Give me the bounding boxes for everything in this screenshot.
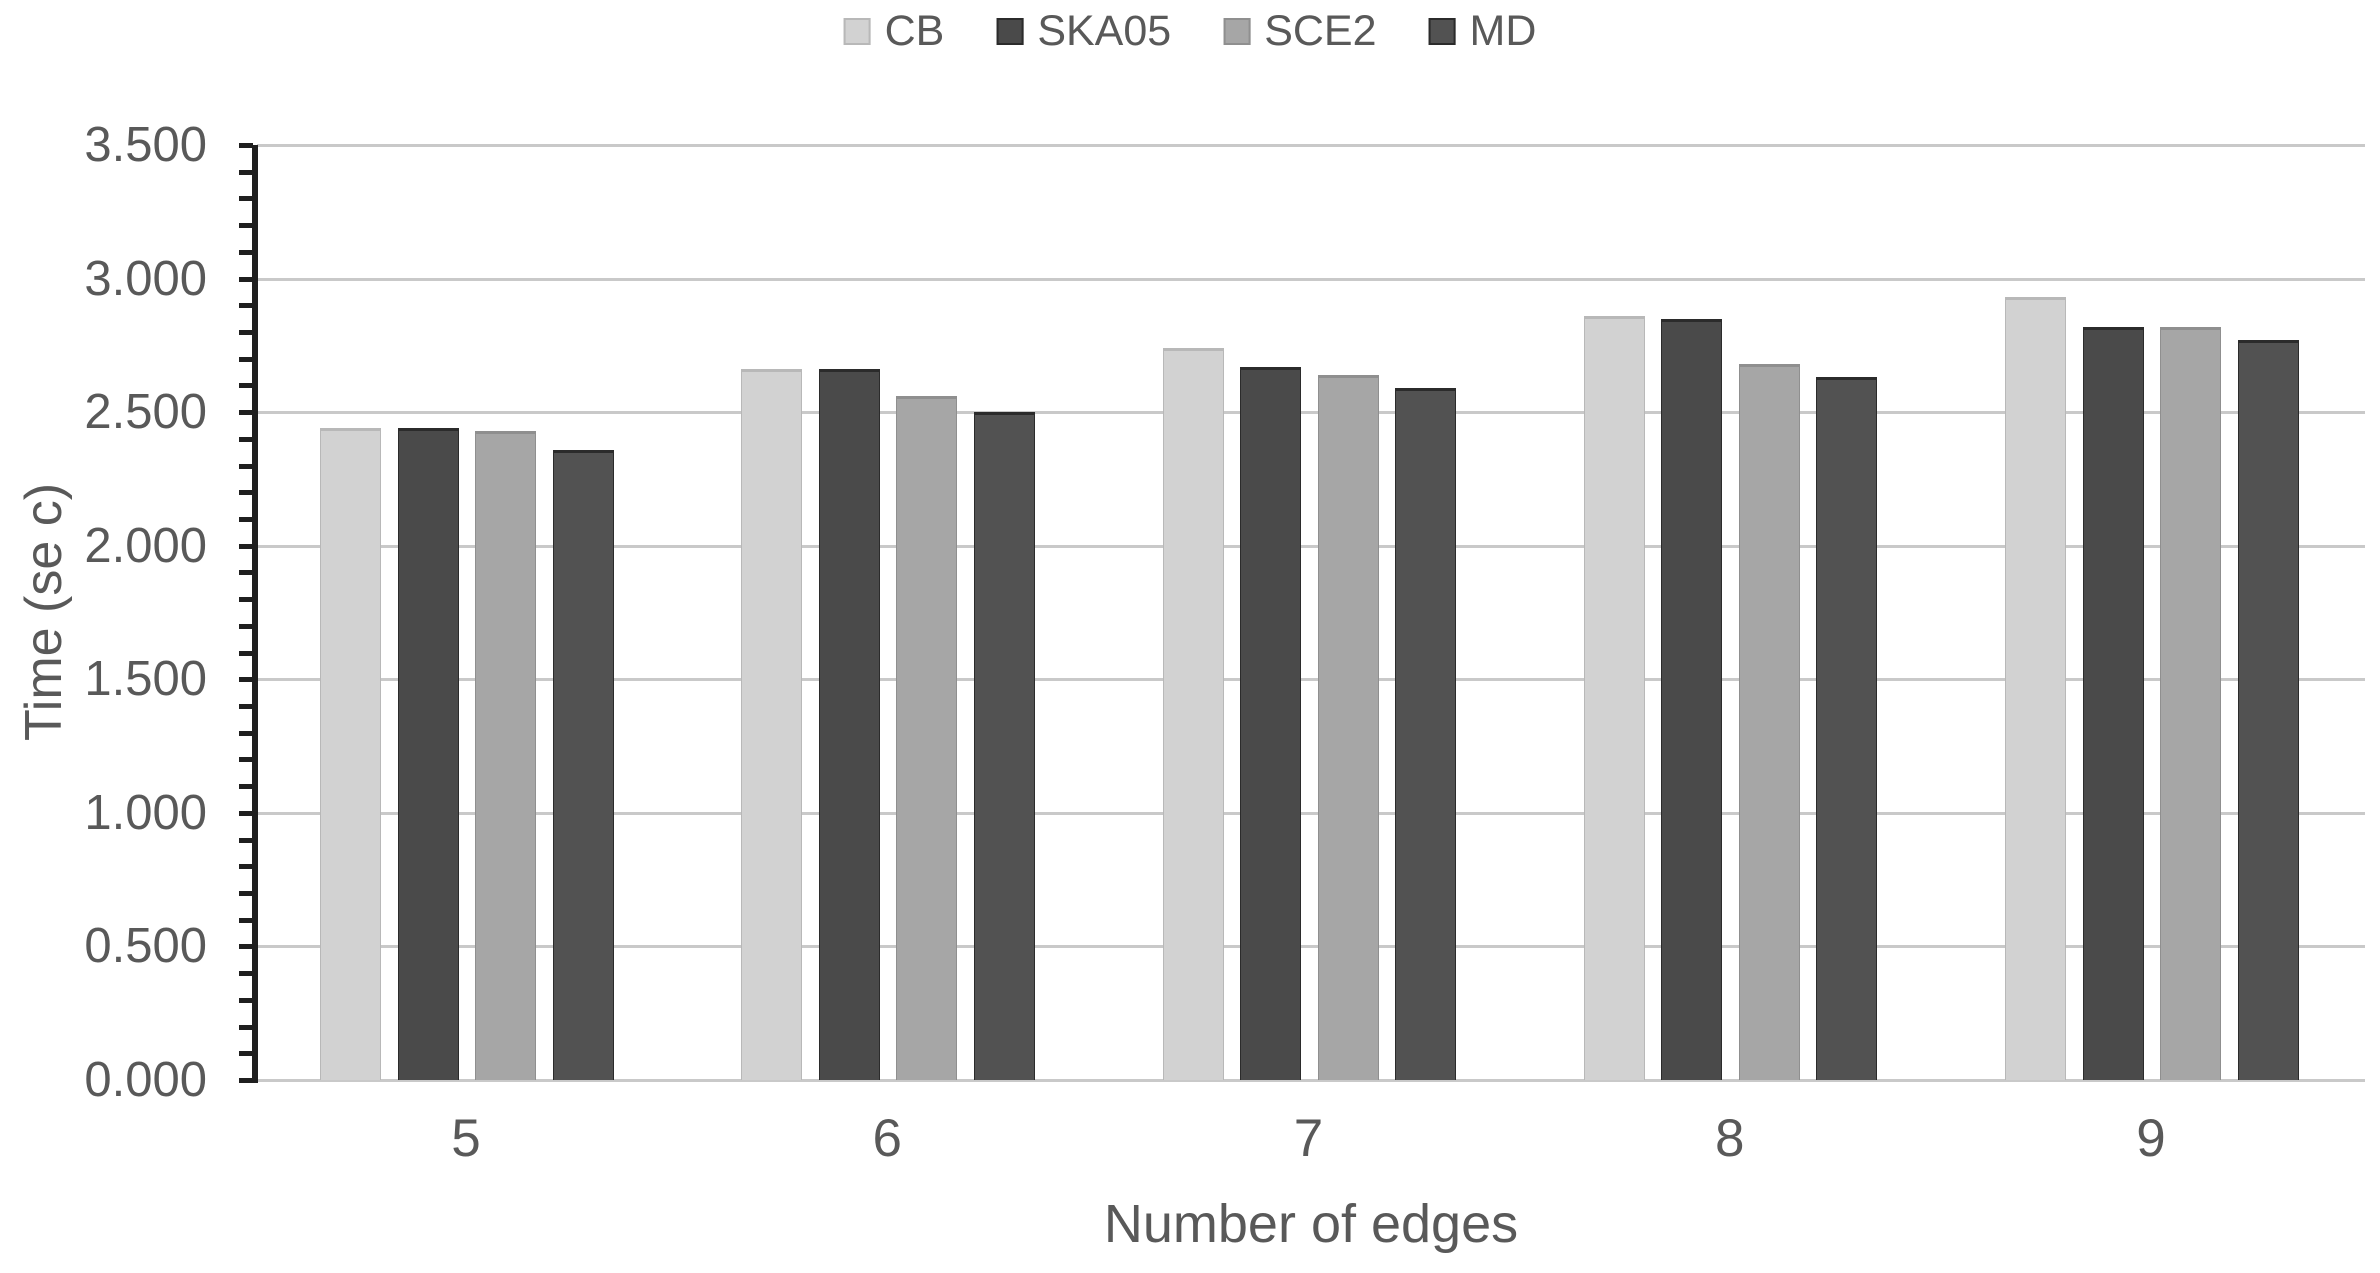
legend-label: CB [884,7,945,55]
x-category-label: 5 [451,1109,481,1168]
legend-swatch-icon [1223,18,1251,45]
legend-label: SKA05 [1037,7,1172,55]
y-axis-tick [239,410,253,416]
y-axis-tick [239,196,253,202]
bar-CB-edges-6 [741,369,803,1080]
x-axis-title: Number of edges [1103,1194,1519,1254]
y-axis-tick [239,223,253,229]
y-axis-tick [239,169,253,175]
bar-SKA05-edges-8 [1661,318,1723,1080]
y-axis-tick [239,757,253,763]
y-axis-tick [239,1024,253,1030]
y-axis-tick [239,650,253,656]
y-axis-tick [239,944,253,950]
bar-SKA05-edges-7 [1240,366,1301,1080]
y-tick-label: 3.000 [84,251,207,306]
bar-CB-edges-5 [320,428,381,1080]
y-axis-tick [239,704,253,709]
y-axis-tick [239,276,253,282]
y-axis-tick [239,1051,253,1057]
y-axis-tick [239,330,253,335]
y-axis-tick [239,997,253,1003]
y-axis-tick [239,1078,253,1083]
gridline [257,144,2365,147]
bar-SKA05-edges-9 [2082,326,2144,1080]
bar-CB-edges-7 [1162,348,1224,1080]
y-axis-tick [239,383,253,389]
legend-label: MD [1469,7,1537,55]
y-axis-tick [239,623,253,629]
bar-MD-edges-6 [973,412,1035,1080]
x-category-label: 6 [872,1109,902,1168]
y-axis-tick [239,249,253,255]
bar-MD-edges-5 [552,449,614,1080]
x-category-label: 8 [1715,1109,1745,1168]
legend-label: SCE2 [1264,7,1377,55]
chart-legend: CB SKA05 SCE2 MD [843,7,1537,55]
y-axis-tick [239,784,253,790]
bar-MD-edges-7 [1395,388,1456,1080]
y-axis-tick [239,730,253,736]
bar-SCE2-edges-7 [1317,374,1379,1080]
y-axis-tick [239,463,253,469]
bar-SCE2-edges-8 [1738,364,1800,1080]
legend-item-SCE2: SCE2 [1223,7,1377,55]
y-axis-tick [239,810,253,816]
y-tick-label: 2.000 [84,518,207,573]
bar-SKA05-edges-6 [818,369,880,1080]
legend-item-SKA05: SKA05 [996,10,1171,53]
bar-CB-edges-8 [1583,315,1645,1080]
bar-SCE2-edges-5 [475,430,536,1080]
y-axis-tick [239,303,253,309]
y-tick-label: 2.500 [84,385,207,440]
gridline [257,544,2365,548]
bar-CB-edges-9 [2005,297,2066,1080]
bar-MD-edges-8 [1816,377,1878,1080]
gridline [257,678,2365,682]
legend-item-MD: MD [1428,7,1537,55]
gridline [257,945,2365,949]
x-category-label: 7 [1293,1109,1324,1168]
y-axis-tick [239,837,253,843]
y-tick-label: 3.500 [84,118,207,172]
y-axis-tick [239,143,253,148]
bar-SCE2-edges-6 [896,396,958,1080]
y-axis-tick [239,570,253,576]
legend-swatch-icon [996,18,1024,45]
x-axis-line [257,1079,2365,1082]
y-axis-tick [239,677,253,683]
y-tick-label: 1.500 [84,652,207,707]
y-axis-line [252,145,258,1083]
y-axis-tick [239,971,253,977]
y-axis-tick [239,490,253,496]
y-axis-tick [239,436,253,442]
bar-MD-edges-9 [2237,340,2299,1080]
gridline [257,411,2365,415]
y-tick-label: 0.500 [84,919,207,974]
y-tick-label: 1.000 [84,785,207,840]
legend-swatch-icon [1428,18,1456,45]
legend-item-CB: CB [843,7,945,55]
y-tick-label: 0.000 [84,1053,207,1107]
y-axis-tick [239,517,253,522]
legend-swatch-icon [843,18,871,45]
gridline [257,811,2365,815]
bar-SCE2-edges-9 [2160,326,2221,1080]
gridline [257,277,2365,281]
y-axis-tick [239,864,253,870]
y-axis-tick [239,597,253,603]
y-axis-tick [239,891,253,896]
y-axis-tick [239,917,253,923]
bar-SKA05-edges-5 [397,428,459,1080]
y-axis-tick [239,543,253,549]
x-category-label: 9 [2136,1109,2166,1168]
y-axis-tick [239,356,253,362]
